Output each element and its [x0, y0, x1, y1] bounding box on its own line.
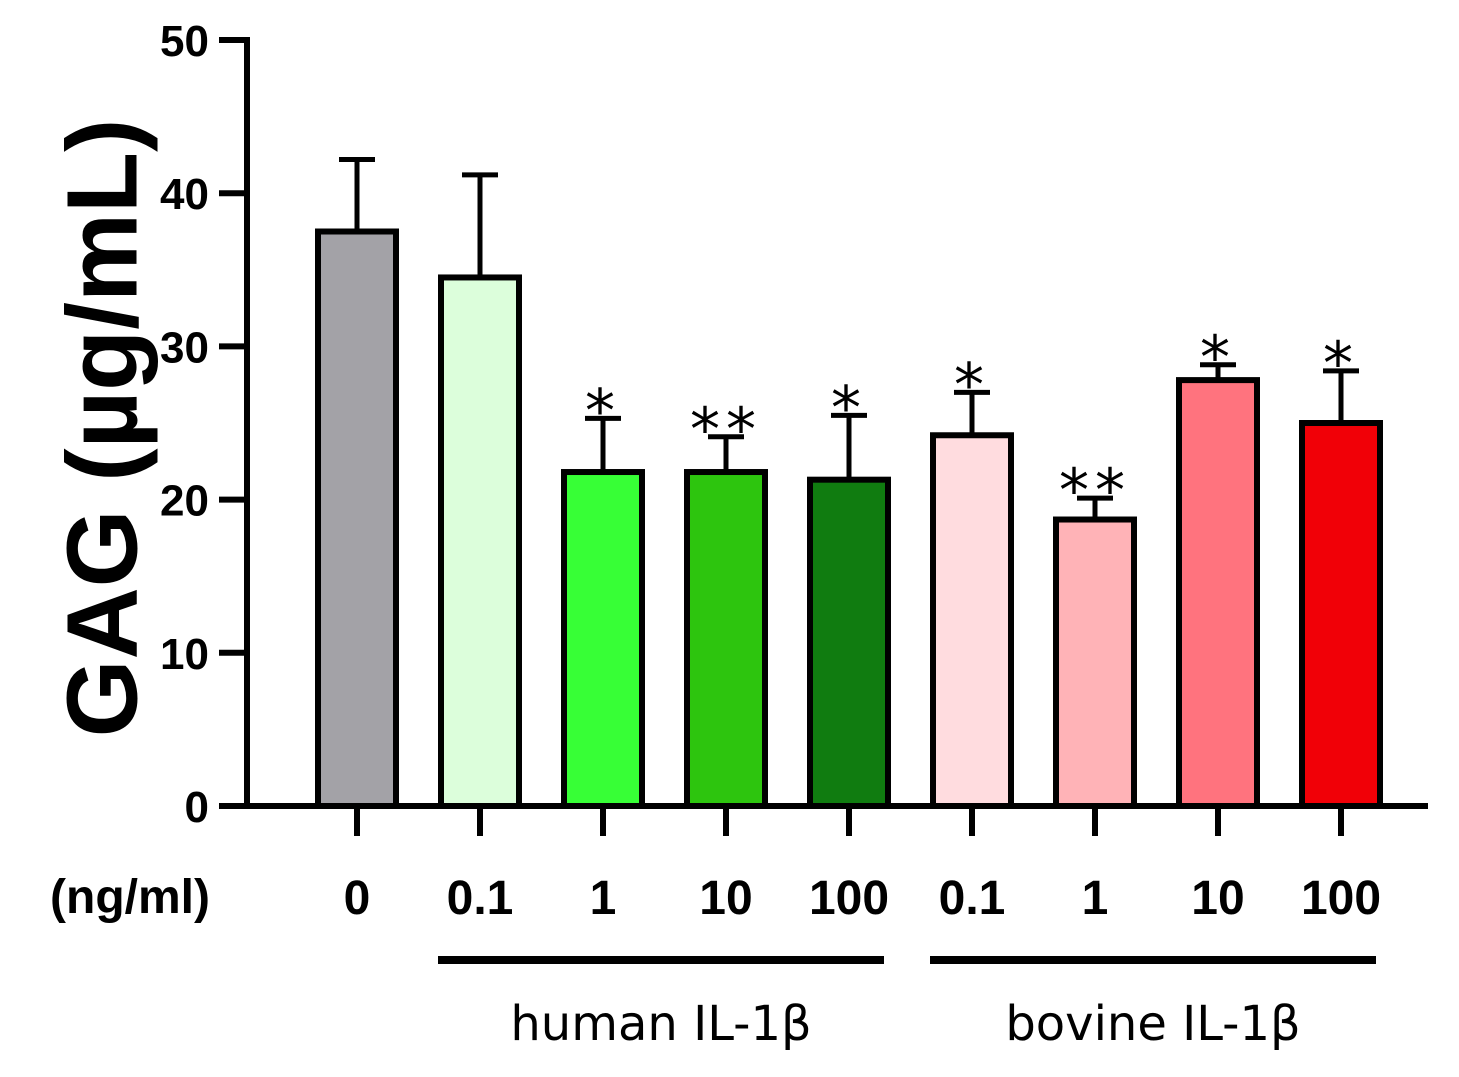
x-tick-label-0: 0 [344, 872, 371, 925]
significance-marker-7: * [1200, 323, 1236, 393]
significance-marker-8: * [1323, 329, 1359, 399]
x-unit-label: (ng/ml) [50, 871, 210, 924]
x-tick-label-5: 0.1 [939, 872, 1006, 925]
y-tick-label-2: 20 [160, 477, 209, 526]
group-label-0: human IL-1β [510, 996, 811, 1052]
x-tick-label-8: 100 [1301, 872, 1381, 925]
y-axis-label: GAG (µg/mL) [46, 119, 158, 738]
significance-marker-3: ** [690, 395, 762, 465]
bar-8 [1299, 420, 1383, 809]
significance-marker-5: * [954, 350, 990, 420]
bar-6 [1053, 516, 1137, 809]
x-tick-label-1: 0.1 [447, 872, 514, 925]
x-tick-label-4: 100 [809, 872, 889, 925]
bar-1 [438, 274, 522, 809]
y-tick-label-5: 50 [160, 17, 209, 66]
bar-5 [930, 432, 1014, 809]
y-tick-label-4: 40 [160, 170, 209, 219]
significance-marker-4: * [831, 373, 867, 443]
significance-marker-6: ** [1059, 456, 1131, 526]
bar-2 [561, 469, 645, 809]
x-tick-label-7: 10 [1191, 872, 1244, 925]
x-tick-label-6: 1 [1082, 872, 1109, 925]
group-label-1: bovine IL-1β [1005, 996, 1300, 1052]
bar-4 [807, 476, 891, 809]
x-tick-label-3: 10 [699, 872, 752, 925]
bar-7 [1176, 377, 1260, 809]
y-tick-label-0: 0 [185, 783, 209, 832]
y-tick-label-1: 10 [160, 630, 209, 679]
bar-3 [684, 469, 768, 809]
y-tick-label-3: 30 [160, 323, 209, 372]
x-tick-label-2: 1 [590, 872, 617, 925]
bar-0 [315, 228, 399, 809]
significance-marker-2: * [585, 376, 621, 446]
